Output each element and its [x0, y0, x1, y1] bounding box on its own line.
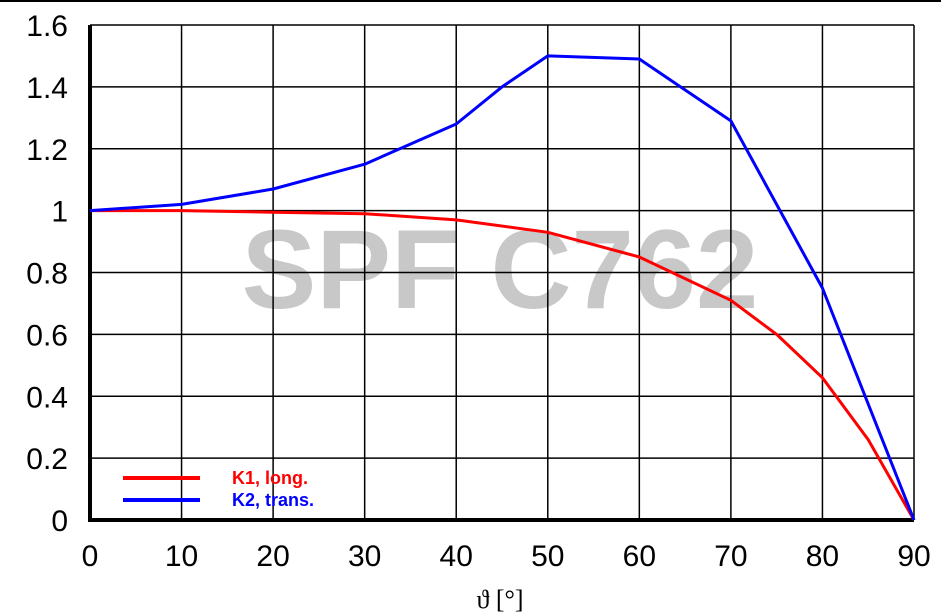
- x-tick-label: 0: [82, 540, 99, 573]
- x-tick-label: 60: [623, 540, 656, 573]
- legend-label-1: K1, long.: [232, 468, 308, 488]
- y-tick-label: 0.2: [26, 443, 68, 476]
- legend-label-2: K2, trans.: [232, 490, 314, 510]
- x-tick-label: 20: [256, 540, 289, 573]
- series-layer: [89, 54, 916, 521]
- y-tick-label: 0.4: [26, 381, 68, 414]
- x-tick-label: 40: [440, 540, 473, 573]
- series-line-2: [89, 54, 916, 521]
- x-tick-label: 80: [806, 540, 839, 573]
- series-line-1: [90, 209, 916, 521]
- x-tick-label: 30: [348, 540, 381, 573]
- x-axis-label: ϑ [°]: [476, 585, 523, 614]
- watermark: SPF C762: [242, 207, 759, 332]
- axes: [88, 25, 914, 522]
- x-tick-label: 90: [897, 540, 930, 573]
- tick-labels: 0 10 20 30 40 50 60 70 80 90 0 0.2 0.4 0.6 0.8 1 1.2 1.4 1…: [26, 10, 930, 573]
- x-tick-label: 70: [714, 540, 747, 573]
- x-tick-label: 50: [531, 540, 564, 573]
- y-tick-label: 1: [51, 196, 68, 229]
- legend: K1, long.K2, trans.: [123, 468, 314, 510]
- grid: [90, 24, 915, 520]
- y-tick-label: 0.8: [26, 258, 68, 291]
- y-tick-label: 1.4: [26, 72, 68, 105]
- y-tick-label: 1.6: [26, 10, 68, 43]
- y-tick-label: 0.6: [26, 319, 68, 352]
- x-tick-label: 10: [165, 540, 198, 573]
- y-tick-label: 1.2: [26, 134, 68, 167]
- y-tick-label: 0: [51, 505, 68, 538]
